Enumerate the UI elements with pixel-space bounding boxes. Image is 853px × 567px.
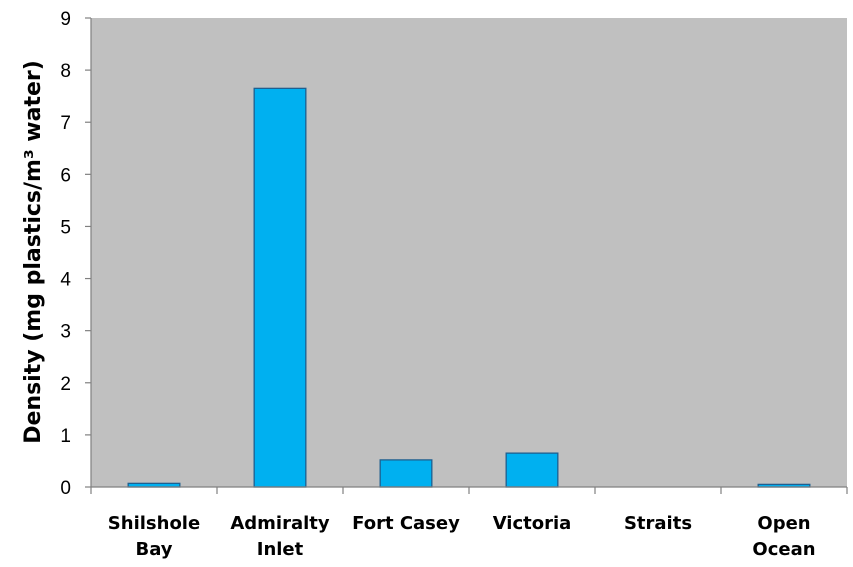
y-tick-label: 9: [60, 9, 71, 30]
y-tick-label: 3: [60, 322, 71, 343]
y-tick-label: 6: [60, 165, 71, 186]
x-category-label-line: Victoria: [493, 513, 572, 534]
x-ticks-group: [90, 487, 848, 494]
x-category-label-line: Shilshole: [108, 513, 200, 534]
y-tick-label: 0: [60, 478, 71, 499]
bar-victoria: [505, 452, 559, 488]
y-tick-label: 2: [60, 374, 71, 395]
y-tick-label: 5: [60, 217, 71, 238]
y-tick-label: 7: [60, 113, 71, 134]
bars-group: [127, 87, 811, 488]
x-category-label-line: Open: [757, 513, 810, 534]
x-category-label: Fort Casey: [352, 513, 460, 534]
x-category-label: Shilshole Bay: [108, 513, 200, 560]
x-category-label-line: Straits: [624, 513, 692, 534]
bar-admiralty-inlet: [253, 87, 307, 488]
x-category-label: Open Ocean: [752, 513, 815, 560]
category-labels-group: Shilshole Bay Admiralty Inlet Fort Casey Vict…: [108, 513, 816, 560]
x-category-label: Victoria: [493, 513, 572, 534]
plot-area: [91, 18, 847, 487]
y-tick-label: 1: [60, 426, 71, 447]
x-category-label-line: Bay: [135, 539, 172, 560]
x-category-label-line: Fort Casey: [352, 513, 460, 534]
y-tick-label: 8: [60, 61, 71, 82]
x-category-label: Straits: [624, 513, 692, 534]
y-ticks-group: 0 1 2 3 4 5 6 7 8 9: [60, 9, 91, 499]
x-category-label-line: Admiralty: [230, 513, 330, 534]
x-category-label-line: Inlet: [257, 539, 304, 560]
x-category-label-line: Ocean: [752, 539, 815, 560]
bar-fort-casey: [379, 459, 433, 488]
x-category-label: Admiralty Inlet: [230, 513, 330, 560]
y-axis-title: Density (mg plastics/m³ water): [21, 60, 46, 444]
y-tick-label: 4: [60, 270, 71, 291]
